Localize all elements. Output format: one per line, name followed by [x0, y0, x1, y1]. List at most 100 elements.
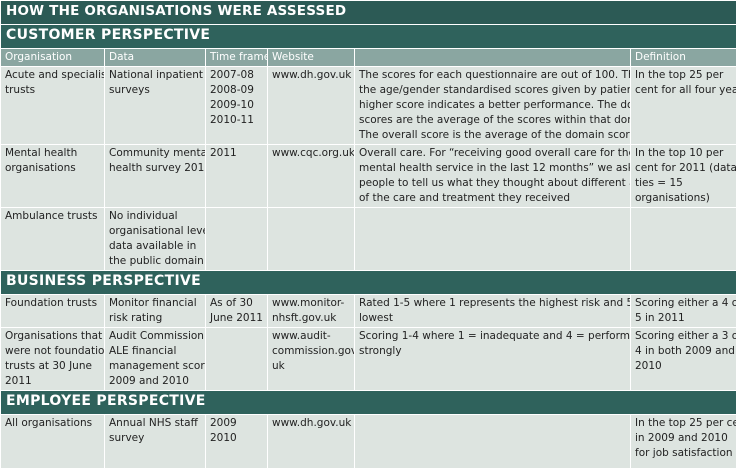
cell-line: health survey 2011 — [109, 161, 201, 176]
cell-details — [355, 415, 631, 469]
cell-website — [268, 208, 355, 271]
cell-line: 2011 — [5, 374, 100, 389]
cell-line: 5 in 2011 — [635, 311, 732, 326]
cell-line: 2007-08 — [210, 68, 263, 83]
cell-line: 2010-11 — [210, 113, 263, 128]
cell-line: ties = 15 — [635, 176, 732, 191]
cell-line: 2010 — [635, 359, 732, 374]
cell-line: Scoring either a 3 or — [635, 329, 732, 344]
section-heading: CUSTOMER PERSPECTIVE — [1, 25, 736, 49]
table-title: HOW THE ORGANISATIONS WERE ASSESSED — [1, 1, 736, 25]
cell-line: survey — [109, 431, 201, 446]
cell-line: mental health service in the last 12 mon… — [359, 161, 626, 176]
cell-line: Scoring 1-4 where 1 = inadequate and 4 =… — [359, 329, 626, 344]
cell-line: As of 30 — [210, 296, 263, 311]
section-heading: EMPLOYEE PERSPECTIVE — [1, 391, 736, 415]
section-heading: BUSINESS PERSPECTIVE — [1, 271, 736, 295]
cell-line: the public domain — [109, 254, 201, 269]
cell-line: The scores for each questionnaire are ou… — [359, 68, 626, 83]
cell-line: Overall care. For “receiving good overal… — [359, 146, 626, 161]
cell-line: the age/gender standardised scores given… — [359, 83, 626, 98]
cell-line: www.audit- — [272, 329, 350, 344]
cell-line: No individual — [109, 209, 201, 224]
cell-definition — [631, 208, 736, 271]
cell-line: higher score indicates a better performa… — [359, 98, 626, 113]
column-header: Time frame — [206, 49, 268, 67]
cell-line: ALE financial — [109, 344, 201, 359]
cell-line: www.dh.gov.uk — [272, 416, 350, 431]
cell-line: nhsft.gov.uk — [272, 311, 350, 326]
cell-website: www.dh.gov.uk — [268, 67, 355, 145]
cell-line: of the care and treatment they received — [359, 191, 626, 206]
cell-line: June 2011 — [210, 311, 263, 326]
column-header: Website — [268, 49, 355, 67]
cell-line: Annual NHS staff — [109, 416, 201, 431]
cell-line: people to tell us what they thought abou… — [359, 176, 626, 191]
cell-website: www.dh.gov.uk — [268, 415, 355, 469]
cell-line: scores are the average of the scores wit… — [359, 113, 626, 128]
cell-line: lowest — [359, 311, 626, 326]
cell-line: cent for all four years — [635, 83, 732, 98]
column-header: Organisation — [1, 49, 105, 67]
cell-time-frame — [206, 328, 268, 391]
cell-line: In the top 10 per — [635, 146, 732, 161]
cell-line: 2011 — [210, 146, 263, 161]
cell-line: Mental health — [5, 146, 100, 161]
cell-website: www.audit-commission.gov.uk — [268, 328, 355, 391]
section-row: EMPLOYEE PERSPECTIVE — [1, 391, 736, 415]
cell-line: trusts at 30 June — [5, 359, 100, 374]
cell-organisation: All organisations — [1, 415, 105, 469]
cell-organisation: Ambulance trusts — [1, 208, 105, 271]
cell-line: In the top 25 per cent — [635, 416, 732, 431]
cell-definition: In the top 25 per centin 2009 and 2010fo… — [631, 415, 736, 469]
cell-line: Ambulance trusts — [5, 209, 100, 224]
cell-line: in 2009 and 2010 — [635, 431, 732, 446]
cell-line: organisations — [5, 161, 100, 176]
cell-line: 2009-10 — [210, 98, 263, 113]
cell-line: Community mental — [109, 146, 201, 161]
column-header — [355, 49, 631, 67]
cell-line: Scoring either a 4 or — [635, 296, 732, 311]
cell-line: Rated 1-5 where 1 represents the highest… — [359, 296, 626, 311]
cell-line: organisations) — [635, 191, 732, 206]
cell-website: www.monitor-nhsft.gov.uk — [268, 295, 355, 328]
cell-line: 4 in both 2009 and — [635, 344, 732, 359]
cell-line: 2009 and 2010 — [109, 374, 201, 389]
cell-details: Scoring 1-4 where 1 = inadequate and 4 =… — [355, 328, 631, 391]
cell-line: management score — [109, 359, 201, 374]
cell-line: Audit Commission — [109, 329, 201, 344]
section-row: CUSTOMER PERSPECTIVE — [1, 25, 736, 49]
cell-line: surveys — [109, 83, 201, 98]
cell-time-frame: 2011 — [206, 145, 268, 208]
cell-line: Foundation trusts — [5, 296, 100, 311]
cell-line: cent for 2011 (data — [635, 161, 732, 176]
cell-line: organisational level — [109, 224, 201, 239]
cell-line: The overall score is the average of the … — [359, 128, 626, 143]
cell-line: www.monitor- — [272, 296, 350, 311]
cell-time-frame — [206, 208, 268, 271]
cell-line: All organisations — [5, 416, 100, 431]
cell-line: risk rating — [109, 311, 201, 326]
cell-line: for job satisfaction — [635, 446, 732, 461]
cell-line: uk — [272, 359, 350, 374]
cell-details: Rated 1-5 where 1 represents the highest… — [355, 295, 631, 328]
page: HOW THE ORGANISATIONS WERE ASSESSED CUST… — [0, 0, 736, 451]
